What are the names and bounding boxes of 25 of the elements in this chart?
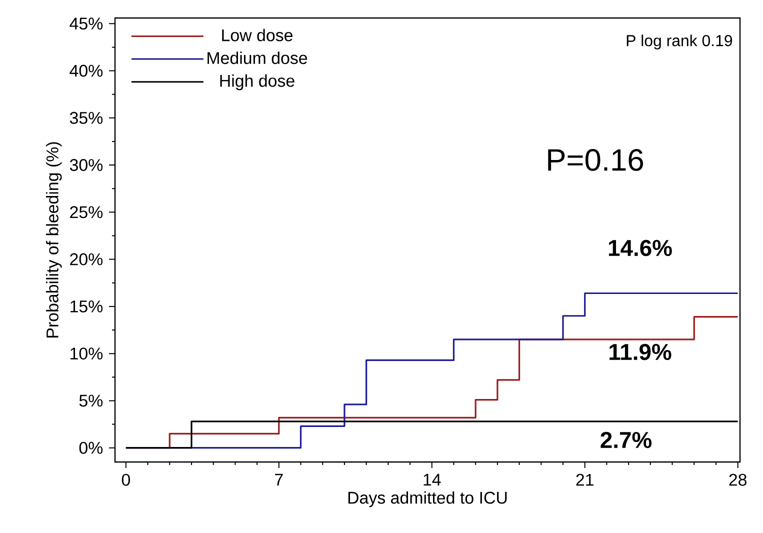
x-tick-label: 14 — [424, 474, 441, 486]
x-tick-label: 21 — [576, 474, 594, 486]
y-tick-label: 35% — [70, 112, 103, 124]
y-tick-label: 10% — [70, 348, 103, 360]
y-tick-label: 20% — [70, 253, 103, 266]
x-axis-title: Days admitted to ICU — [348, 491, 507, 508]
annotation: 14.6% — [608, 240, 672, 256]
y-tick-label: 45% — [70, 18, 103, 30]
annotation: P log rank 0.19 — [626, 34, 732, 50]
legend-label: High dose — [220, 74, 294, 90]
y-tick-label: 30% — [70, 159, 103, 172]
annotation: 11.9% — [610, 344, 672, 360]
y-tick-label: 25% — [70, 206, 103, 218]
x-tick-label: 0 — [122, 474, 130, 486]
y-tick-label: 0% — [79, 442, 103, 454]
y-tick-label: 5% — [79, 394, 103, 407]
y-tick-label: 15% — [70, 300, 103, 312]
annotation: 2.7% — [600, 432, 652, 448]
legend-label: Medium dose — [208, 52, 308, 64]
annotation: P=0.16 — [548, 149, 644, 171]
x-tick-label: 7 — [275, 474, 283, 486]
y-axis-title: Probability of bleeding (%) — [46, 142, 62, 338]
y-tick-label: 40% — [70, 64, 103, 77]
legend-label: Low dose — [222, 28, 292, 42]
x-tick-label: 28 — [729, 474, 747, 486]
